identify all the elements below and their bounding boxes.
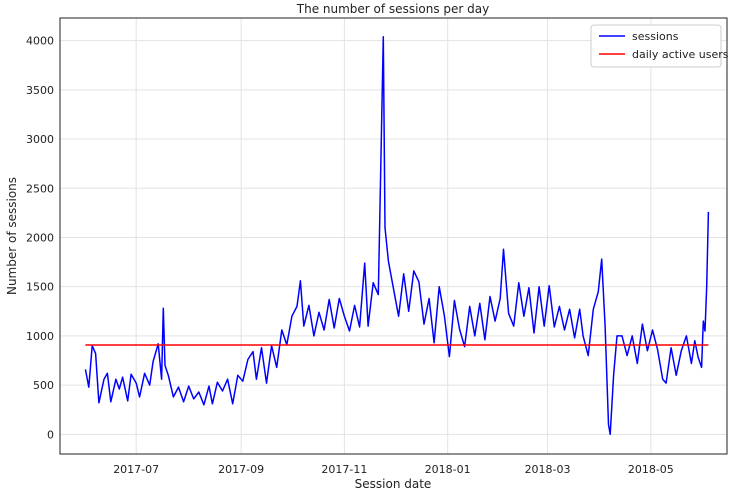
x-axis-label: Session date xyxy=(355,477,432,491)
series-line-sessions xyxy=(84,35,710,436)
y-tick-label: 3500 xyxy=(26,84,54,97)
legend-label-daily-active-users: daily active users xyxy=(632,48,729,61)
y-tick-label: 0 xyxy=(47,428,54,441)
x-tick-label: 2017-11 xyxy=(321,463,367,476)
grid xyxy=(60,18,727,454)
y-tick-label: 3000 xyxy=(26,133,54,146)
x-tick-label: 2018-05 xyxy=(628,463,674,476)
legend-label-sessions: sessions xyxy=(632,30,679,43)
plot-frame xyxy=(59,17,728,455)
y-tick-labels: 0 500 1000 1500 2000 2500 3000 3500 4000 xyxy=(26,35,54,442)
legend: sessions daily active users xyxy=(590,24,729,68)
x-tick-label: 2017-07 xyxy=(113,463,159,476)
x-tick-labels: 2017-07 2017-09 2017-11 2018-01 2018-03 2018-… xyxy=(113,463,674,476)
y-tick-label: 4000 xyxy=(26,35,54,48)
x-tick-label: 2017-09 xyxy=(218,463,264,476)
y-tick-label: 500 xyxy=(33,379,54,392)
y-tick-label: 1500 xyxy=(26,281,54,294)
y-tick-label: 2500 xyxy=(26,182,54,195)
x-tick-label: 2018-03 xyxy=(525,463,571,476)
y-axis-label: Number of sessions xyxy=(5,177,19,295)
series-lines xyxy=(84,35,710,436)
x-tick-label: 2018-01 xyxy=(425,463,471,476)
y-tick-label: 2000 xyxy=(26,231,54,244)
y-tick-label: 1000 xyxy=(26,330,54,343)
plot-background xyxy=(60,18,727,454)
chart-title: The number of sessions per day xyxy=(296,2,489,16)
